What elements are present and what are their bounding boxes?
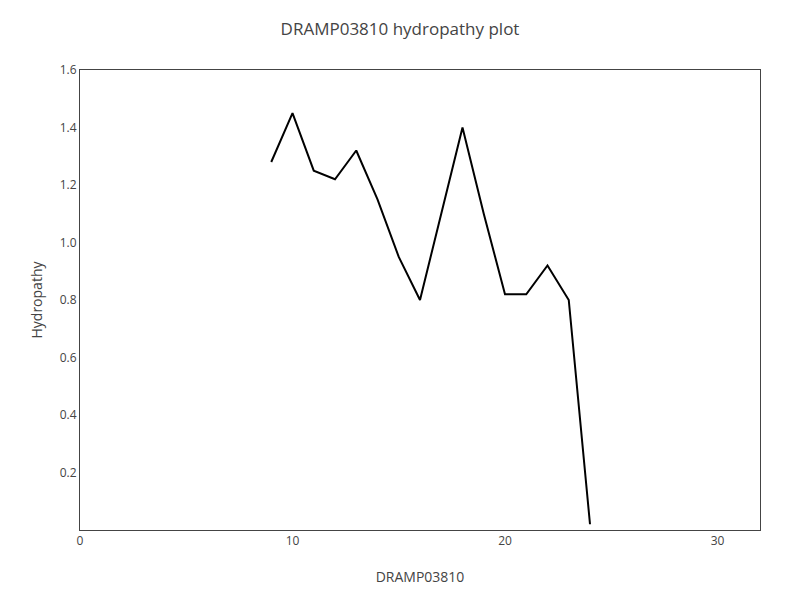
svg-text:1.6: 1.6 [60, 61, 77, 78]
svg-text:1.4: 1.4 [60, 119, 77, 136]
svg-text:0.4: 0.4 [60, 406, 77, 423]
svg-text:0: 0 [77, 532, 84, 549]
svg-text:DRAMP03810: DRAMP03810 [376, 567, 465, 586]
svg-text:10: 10 [286, 532, 300, 549]
svg-text:1.0: 1.0 [60, 234, 77, 251]
svg-text:20: 20 [498, 532, 512, 549]
svg-text:DRAMP03810 hydropathy plot: DRAMP03810 hydropathy plot [281, 17, 520, 40]
svg-text:Hydropathy: Hydropathy [27, 261, 46, 339]
svg-text:0.8: 0.8 [60, 291, 77, 308]
svg-text:0.2: 0.2 [60, 464, 77, 481]
svg-text:30: 30 [711, 532, 725, 549]
svg-text:1.2: 1.2 [60, 176, 77, 193]
svg-text:0.6: 0.6 [60, 349, 77, 366]
